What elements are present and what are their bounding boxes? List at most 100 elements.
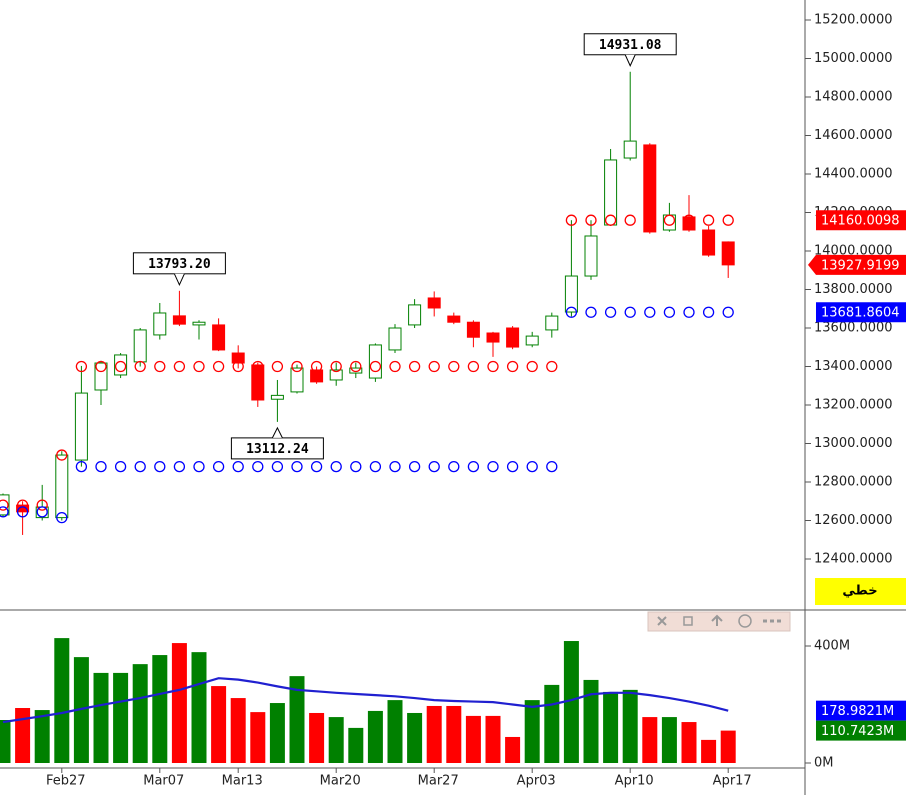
- scale-mode: خطي: [842, 584, 877, 599]
- volume-ma-line: [2, 677, 729, 724]
- stop-marker: [16, 499, 29, 511]
- y-tick-label: 12800.0000: [814, 475, 893, 490]
- volume-bar: [113, 672, 129, 763]
- y-tick-label: 14400.0000: [814, 167, 893, 182]
- annotation-pointer: [271, 426, 283, 439]
- volume-bar: [407, 712, 423, 763]
- panel-buttons[interactable]: [647, 611, 791, 632]
- stop-marker: [330, 460, 342, 473]
- scale-mode-box[interactable]: [815, 578, 906, 605]
- volume-bar: [387, 700, 403, 763]
- candle-body: [329, 369, 343, 381]
- stop-marker: [252, 360, 264, 373]
- stop-marker: [310, 360, 323, 373]
- candle-body: [427, 297, 441, 309]
- stop-marker: [56, 511, 68, 524]
- stop-marker: [134, 360, 146, 373]
- stop-marker: [683, 214, 695, 226]
- price-tag-label: 13927.9199: [821, 258, 900, 273]
- stop-marker: [212, 360, 225, 373]
- stop-marker: [291, 360, 303, 373]
- stop-marker: [604, 214, 617, 226]
- close-button[interactable]: [657, 616, 667, 626]
- stop-marker: [624, 306, 636, 318]
- stop-marker: [722, 306, 734, 318]
- price-tag: [816, 302, 906, 323]
- y-tick-label: 15200.0000: [814, 13, 893, 28]
- candle-body: [290, 367, 304, 393]
- stop-marker: [702, 306, 715, 318]
- move-up-button[interactable]: [711, 614, 723, 626]
- volume-bar: [505, 736, 521, 763]
- stop-marker: [428, 360, 440, 373]
- stop-marker: [585, 306, 597, 318]
- candle-body: [564, 275, 578, 313]
- stop-marker: [154, 460, 166, 473]
- volume-bar: [73, 657, 89, 763]
- stop-marker: [350, 460, 362, 473]
- volume-bar: [426, 705, 442, 763]
- candle-body: [643, 144, 657, 233]
- stop-marker: [310, 460, 323, 473]
- volume-bar: [563, 641, 579, 763]
- stop-marker: [36, 499, 48, 511]
- volume-bar: [681, 722, 697, 763]
- x-tick-label: Apr03: [517, 774, 556, 789]
- volume-bar: [485, 715, 501, 763]
- stop-marker: [389, 360, 401, 373]
- stop-marker: [683, 306, 695, 318]
- volume-bar: [720, 730, 736, 763]
- button-bar: [647, 611, 791, 632]
- stop-marker: [467, 460, 480, 473]
- stop-marker: [565, 214, 578, 226]
- annotation-pointer: [624, 54, 636, 67]
- stop-marker: [624, 214, 636, 226]
- stop-marker: [291, 460, 303, 473]
- volume-bar: [348, 727, 364, 763]
- volume-bar: [465, 715, 481, 763]
- y-tick-label: 12400.0000: [814, 552, 893, 567]
- stop-marker: [448, 360, 460, 373]
- volume-bar: [15, 708, 31, 763]
- volume-tick-label: 400M: [814, 639, 850, 654]
- volume-tag: [816, 720, 906, 741]
- volume-tick-label: 0M: [814, 756, 834, 771]
- volume-bar: [152, 655, 168, 763]
- stop-marker: [604, 306, 617, 318]
- stop-marker: [546, 360, 558, 373]
- candle-body: [486, 332, 500, 343]
- volume-bar: [367, 710, 383, 763]
- candle-body: [466, 321, 480, 338]
- price-panel: [0, 71, 735, 535]
- volume-bar: [250, 712, 266, 763]
- stop-marker: [232, 360, 244, 373]
- y-tick-label: 14600.0000: [814, 128, 893, 143]
- maximize-button[interactable]: [683, 616, 693, 626]
- settings-button[interactable]: [738, 614, 752, 628]
- volume-bar: [54, 638, 70, 763]
- stop-marker: [95, 360, 107, 373]
- candle-body: [133, 329, 147, 363]
- stop-marker: [193, 460, 205, 473]
- stop-marker: [95, 460, 107, 473]
- stop-marker: [350, 360, 362, 373]
- x-tick-label: Mar13: [222, 774, 263, 789]
- stop-marker: [526, 460, 538, 473]
- candle-body: [74, 392, 88, 461]
- stop-marker: [0, 506, 9, 518]
- volume-bar: [0, 720, 11, 763]
- candle-body: [545, 315, 559, 331]
- volume-bar: [642, 717, 658, 763]
- x-tick-label: Mar27: [418, 774, 459, 789]
- y-tick-label: 15000.0000: [814, 51, 893, 66]
- stop-marker: [663, 214, 676, 226]
- x-tick-label: Feb27: [46, 774, 86, 789]
- volume-bar: [701, 739, 717, 763]
- y-tick-label: 12600.0000: [814, 513, 893, 528]
- candle-body: [310, 369, 324, 383]
- candle-body: [702, 229, 716, 256]
- y-tick-label: 14800.0000: [814, 90, 893, 105]
- stop-marker: [506, 460, 519, 473]
- candle-body: [192, 321, 206, 326]
- y-tick-label: 13400.0000: [814, 359, 893, 374]
